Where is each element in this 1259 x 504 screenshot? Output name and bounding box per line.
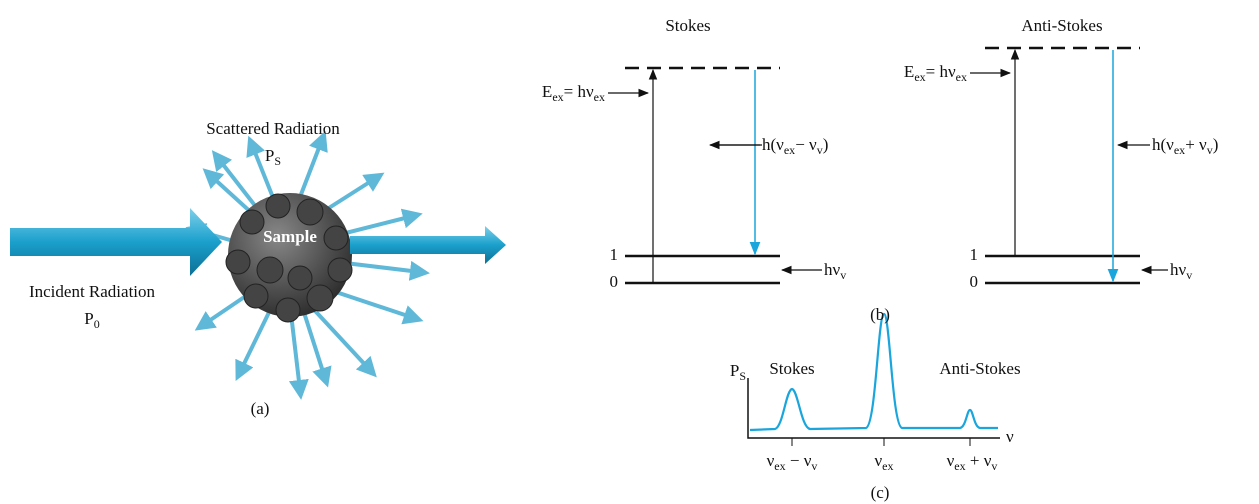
text-part: Anti-Stokes <box>939 359 1020 378</box>
text-part: Stokes <box>769 359 814 378</box>
figure: Scattered RadiationPSSampleIncident Radi… <box>0 0 1259 504</box>
text-part: hν <box>824 260 841 279</box>
text-part: Scattered Radiation <box>206 119 340 138</box>
text-part: E <box>904 62 914 81</box>
vibration-label: hνv <box>824 260 846 282</box>
level-label: 0 <box>970 272 979 291</box>
incident-symbol: P0 <box>84 309 99 331</box>
text-part: Stokes <box>665 16 710 35</box>
emission-label: h(νex+ νv) <box>1152 135 1218 157</box>
text-part: − ν <box>795 135 817 154</box>
scattered-symbol: PS <box>265 146 281 168</box>
text-part: (b) <box>870 305 890 324</box>
text-part: v <box>840 268 846 282</box>
text-part: h(ν <box>1152 135 1174 154</box>
panel-a-art <box>10 140 506 390</box>
text-part: ex <box>1174 143 1185 157</box>
text-part: Anti-Stokes <box>1021 16 1102 35</box>
level-label: 0 <box>610 272 619 291</box>
text-part: = hν <box>564 82 594 101</box>
text-part: ν <box>1006 427 1014 446</box>
panel-c-plot <box>748 314 1000 446</box>
text-part: ex <box>956 70 967 84</box>
text-part: E <box>542 82 552 101</box>
emission-label: h(νex− νv) <box>762 135 828 157</box>
excitation-label: Eex= hνex <box>542 82 605 104</box>
text-part: 0 <box>610 272 619 291</box>
y-axis-label: PS <box>730 361 746 383</box>
sample-label: Sample <box>263 227 317 246</box>
excitation-label: Eex= hνex <box>904 62 967 84</box>
text-part: ex <box>594 90 605 104</box>
panel-b-anti-stokes-diagram <box>970 48 1168 283</box>
text-part: ex <box>774 459 785 473</box>
text-part: + ν <box>1185 135 1207 154</box>
x-tick-label: νex + νv <box>947 451 998 473</box>
text-part: 0 <box>970 272 979 291</box>
text-part: 1 <box>970 245 979 264</box>
text-part: − ν <box>786 451 812 470</box>
caption: (a) <box>251 399 270 418</box>
text-part: S <box>739 369 746 383</box>
text-part: P <box>84 309 93 328</box>
anti-stokes-peak-label: Anti-Stokes <box>939 359 1020 378</box>
level-label: 1 <box>610 245 619 264</box>
text-part: 0 <box>94 317 100 331</box>
text-part: ) <box>823 135 829 154</box>
stokes-peak-label: Stokes <box>769 359 814 378</box>
incident-title: Incident Radiation <box>29 282 156 301</box>
text-part: = hν <box>926 62 956 81</box>
text-part: hν <box>1170 260 1187 279</box>
caption: (c) <box>871 483 890 502</box>
text-part: ex <box>954 459 965 473</box>
x-axis-label: ν <box>1006 427 1014 446</box>
text-part: + ν <box>966 451 992 470</box>
text-part: (a) <box>251 399 270 418</box>
panel-b-stokes-diagram <box>608 68 822 283</box>
text-part: ex <box>914 70 925 84</box>
text-part: v <box>1186 268 1192 282</box>
text-part: v <box>811 459 817 473</box>
x-tick-label: νex − νv <box>767 451 818 473</box>
text-part: 1 <box>610 245 619 264</box>
text-part: Incident Radiation <box>29 282 156 301</box>
vibration-label: hνv <box>1170 260 1192 282</box>
anti-stokes-title: Anti-Stokes <box>1021 16 1102 35</box>
text-part: h(ν <box>762 135 784 154</box>
text-part: ex <box>552 90 563 104</box>
text-part: ex <box>882 459 893 473</box>
text-part: ) <box>1213 135 1219 154</box>
level-label: 1 <box>970 245 979 264</box>
text-part: S <box>274 154 281 168</box>
scattered-title: Scattered Radiation <box>206 119 340 138</box>
caption: (b) <box>870 305 890 324</box>
text-part: Sample <box>263 227 317 246</box>
x-tick-label: νex <box>874 451 893 473</box>
text-part: ex <box>784 143 795 157</box>
text-part: v <box>991 459 997 473</box>
text-part: P <box>265 146 274 165</box>
text-part: P <box>730 361 739 380</box>
stokes-title: Stokes <box>665 16 710 35</box>
text-part: (c) <box>871 483 890 502</box>
